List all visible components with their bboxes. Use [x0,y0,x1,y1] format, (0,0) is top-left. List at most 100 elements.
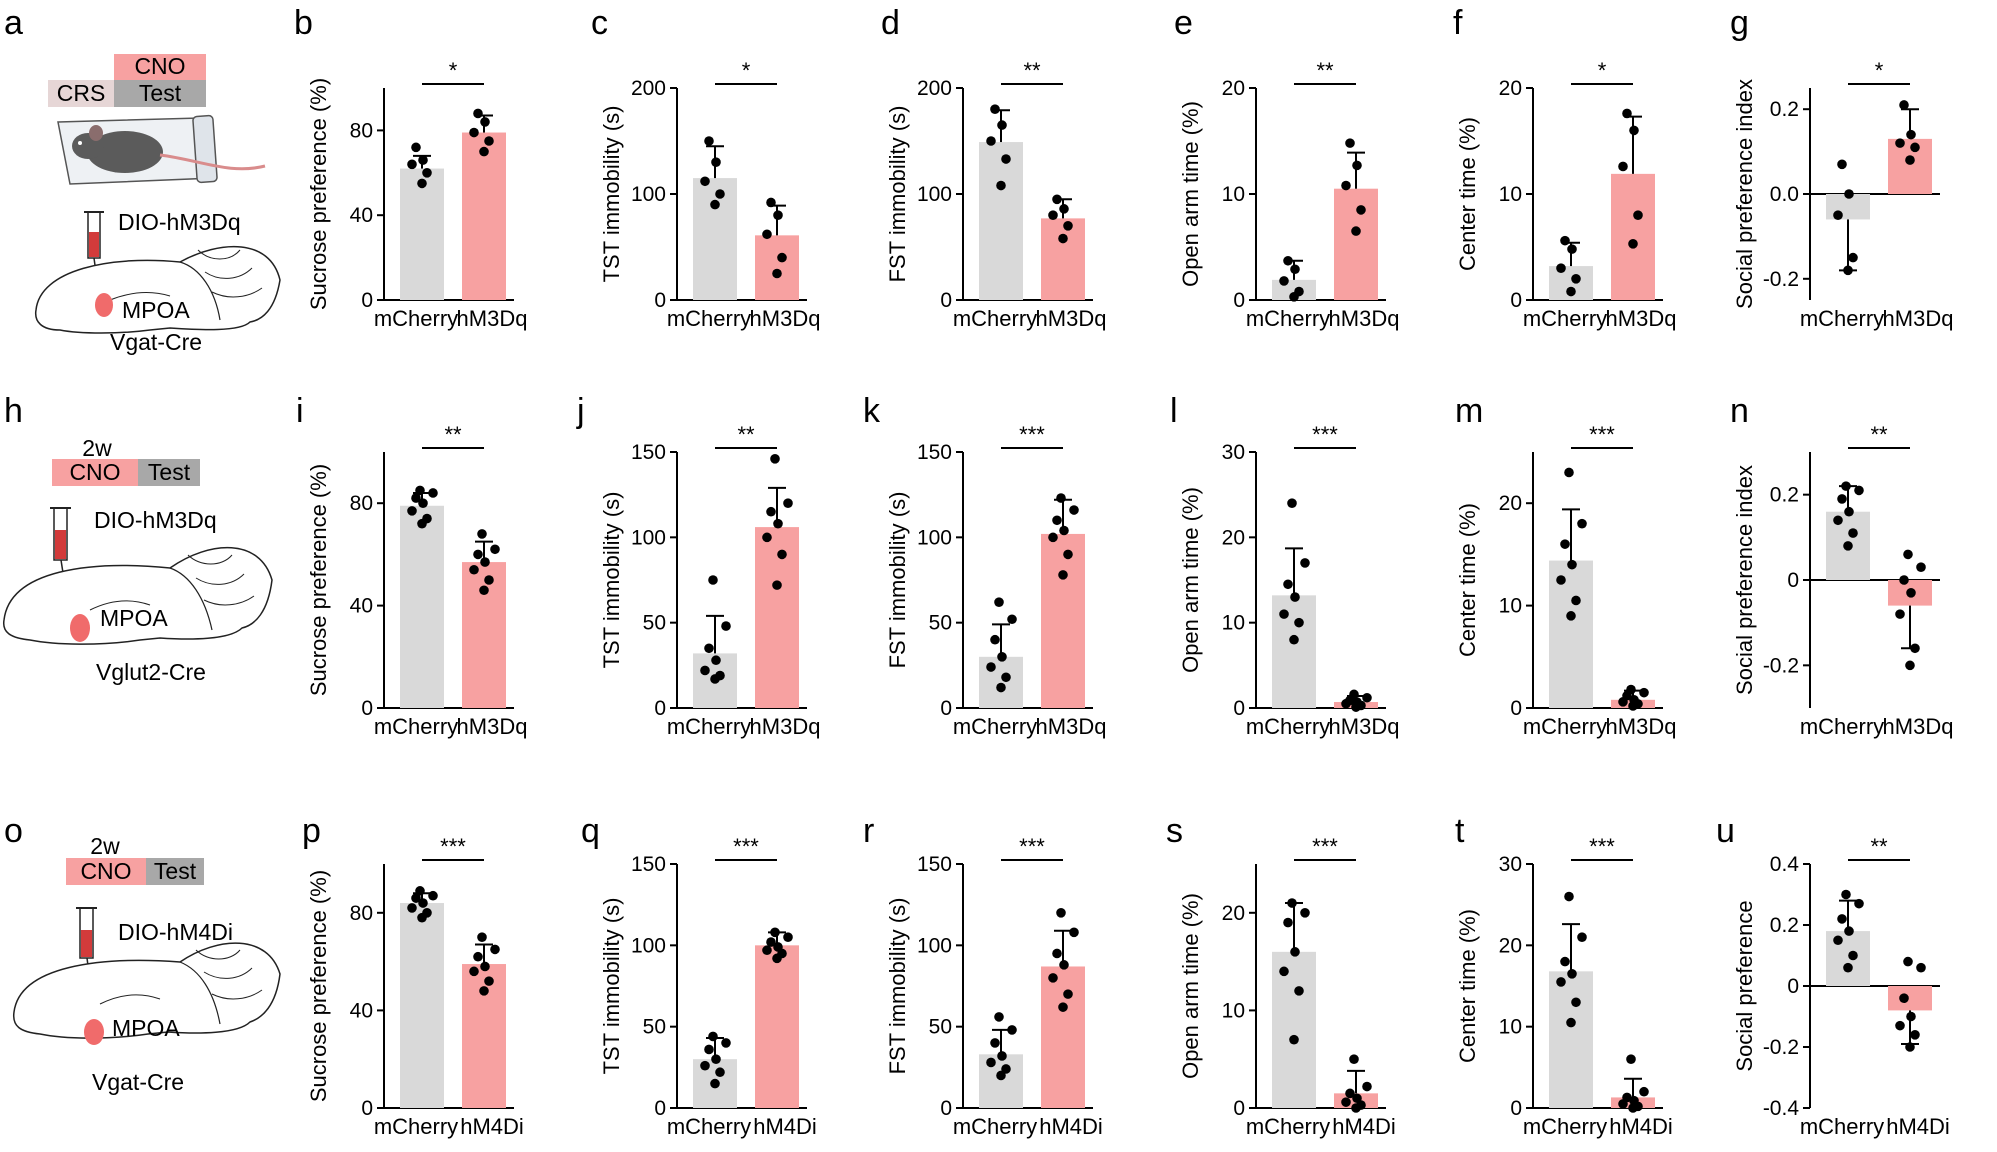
data-point [480,557,490,567]
data-point [1916,962,1926,973]
x-category-label: hM3Dq [1329,714,1400,739]
duration-label: 2w [90,833,120,859]
region-label: MPOA [100,605,168,631]
chart-panel-k: k FST immobility (s) 0 50 100 150 mCherryhM3Dq… [863,392,1106,739]
cno-label: CNO [134,53,185,79]
y-tick-label: -0.2 [1763,654,1799,677]
bar-mcherry [979,142,1023,300]
data-point [1287,898,1297,908]
mouse-line-label: Vgat-Cre [110,329,202,355]
x-category-label: mCherry [953,1114,1037,1139]
data-point [704,1044,714,1055]
data-point [1058,233,1068,244]
y-axis-label: TST immobility (s) [599,898,624,1075]
cno-box [66,858,146,885]
panel-letter: g [1730,4,1749,42]
panel-letter-a: a [4,4,23,42]
significance-marker: *** [1019,422,1045,447]
bar-hm3dq [462,562,506,708]
data-point [994,597,1004,607]
chart-panel-r: r FST immobility (s) 0 50 100 150 mCherry hM4Di… [863,812,1103,1139]
data-point [469,564,479,575]
panel-letter: j [576,392,585,430]
data-point [1058,1002,1068,1012]
y-tick-label: 0 [1233,289,1245,312]
mouse-line-label: Vgat-Cre [92,1069,184,1095]
x-category-label: mCherry [1523,306,1607,331]
data-point [428,488,438,498]
y-axis-label: Social preference [1732,900,1757,1071]
data-point [1626,684,1636,695]
data-point [1063,221,1073,231]
y-tick-label: 10 [1499,595,1522,618]
y-tick-label: 0 [940,289,952,312]
x-category-label: hM3Dq [750,714,821,739]
significance-marker: * [1598,58,1607,83]
data-point [469,966,479,977]
data-point [1903,549,1913,560]
y-tick-label: 200 [917,77,952,100]
y-axis-label: Sucrose preference (%) [306,78,331,310]
data-point [1567,559,1577,570]
data-point [762,532,772,543]
bar-hm3dq [755,235,799,300]
chart-panel-p: p Sucrose preference (%) 0 40 80 mCherry hM4Di… [302,812,524,1139]
test-label: Test [139,80,182,106]
y-tick-label: 20 [1499,492,1522,515]
bar-hm4di [755,945,799,1108]
data-point [1833,515,1843,526]
bar-mcherry [1272,595,1316,708]
y-tick-label: 50 [643,1016,666,1039]
data-point [1854,898,1864,909]
x-category-label: hM3Dq [1606,306,1677,331]
data-point [1052,948,1062,959]
data-point [479,585,489,596]
y-axis-label: Open arm time (%) [1178,487,1203,673]
data-point [484,976,494,986]
x-category-label: mCherry [1523,714,1607,739]
data-point [415,485,425,496]
panel-letter: q [581,812,600,850]
data-point [1560,539,1570,549]
data-point [994,1012,1004,1022]
y-tick-label: 150 [917,853,952,876]
panel-letter-h: h [4,392,23,430]
data-point [1843,962,1853,973]
x-category-label: mCherry [1800,306,1884,331]
data-point [997,652,1007,662]
data-point [1007,1025,1017,1035]
panel-letter: l [1170,392,1178,430]
data-point [1294,286,1304,297]
data-point [1063,989,1073,999]
data-point [1279,609,1289,619]
x-category-label: mCherry [1800,714,1884,739]
panel-letter: s [1166,812,1183,850]
syringe-icon [50,507,71,619]
significance-marker: ** [444,422,462,447]
data-point [986,1057,996,1068]
x-category-label: hM3Dq [457,306,528,331]
data-point [415,886,425,896]
data-point [996,180,1006,191]
data-point [1577,518,1587,529]
bar-mcherry [979,1054,1023,1108]
y-tick-label: 20 [1222,77,1245,100]
data-point [479,986,489,996]
y-tick-label: 0 [1510,289,1522,312]
y-tick-label: 30 [1222,441,1245,464]
data-point [711,157,721,167]
y-tick-label: 0 [940,697,952,720]
bar-hm4di [1041,966,1085,1108]
x-category-label: hM4Di [1886,1114,1950,1139]
data-point [1629,695,1639,705]
cno-timeline-bar [114,54,206,80]
test-label: Test [148,459,191,485]
data-point [710,199,720,210]
data-point [997,120,1007,130]
data-point [715,670,725,681]
panel-letter: k [863,392,881,430]
virus-label: DIO-hM3Dq [118,209,241,235]
panel-letter: c [591,4,608,42]
data-point [1833,210,1843,220]
